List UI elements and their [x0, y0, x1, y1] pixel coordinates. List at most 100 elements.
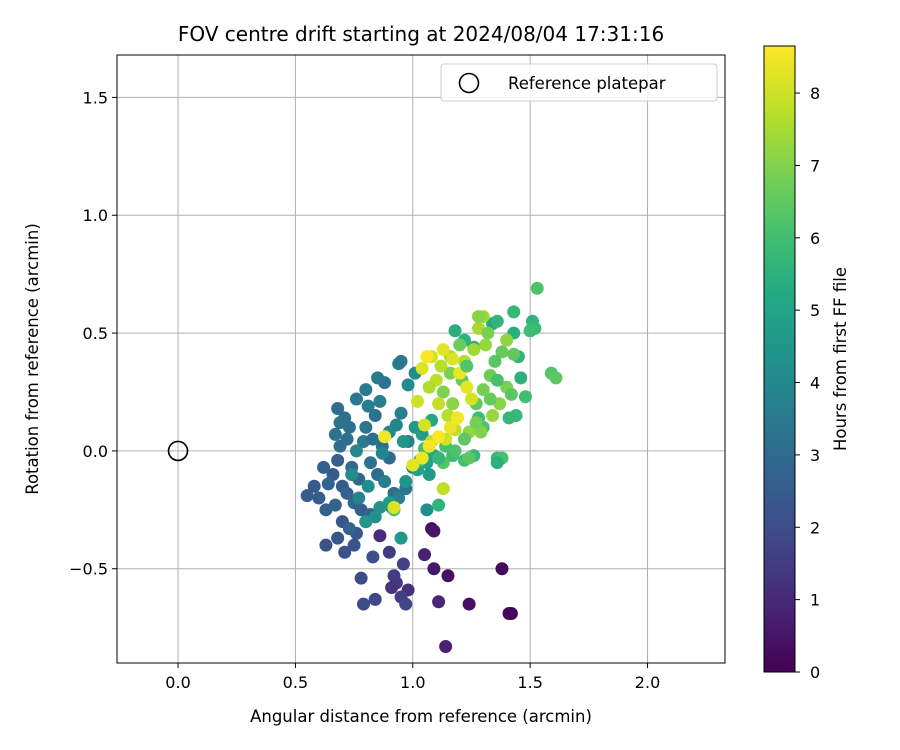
scatter-point: [401, 378, 415, 392]
scatter-point: [387, 569, 401, 583]
colorbar-tick-label: 4: [810, 374, 820, 393]
colorbar-tick-label: 1: [810, 591, 820, 610]
scatter-point: [500, 333, 514, 347]
scatter-point: [345, 467, 359, 481]
scatter-point: [549, 371, 563, 385]
scatter-point: [387, 500, 401, 514]
scatter-point: [366, 432, 380, 446]
scatter-point: [446, 352, 460, 366]
colorbar-tick-label: 3: [810, 446, 820, 465]
scatter-point: [375, 446, 389, 460]
scatter-point: [410, 394, 424, 408]
scatter-point: [502, 607, 516, 621]
scatter-point: [467, 343, 481, 357]
scatter-point: [481, 326, 495, 340]
scatter-point: [328, 427, 342, 441]
colorbar-ticks: 0 1 2 3 4 5 6 7 8: [795, 84, 820, 682]
scatter-point: [483, 392, 497, 406]
scatter-point: [342, 420, 356, 434]
scatter-point: [432, 595, 446, 609]
scatter-point: [462, 597, 476, 611]
scatter-point: [399, 597, 413, 611]
scatter-point: [396, 557, 410, 571]
scatter-point: [443, 420, 457, 434]
scatter-point: [530, 281, 544, 295]
scatter-point: [420, 503, 434, 517]
scatter-point: [436, 482, 450, 496]
scatter-point: [394, 531, 408, 545]
scatter-point: [486, 409, 500, 423]
scatter-point: [427, 562, 441, 576]
scatter-point: [495, 562, 509, 576]
scatter-point: [399, 475, 413, 489]
scatter-point: [427, 524, 441, 538]
scatter-point: [448, 324, 462, 338]
colorbar-tick-label: 2: [810, 518, 820, 537]
scatter-point: [490, 456, 504, 470]
scatter-point: [436, 343, 450, 357]
scatter-point: [317, 460, 331, 474]
scatter-point: [396, 434, 410, 448]
scatter-point: [462, 451, 476, 465]
scatter-point: [331, 401, 345, 415]
scatter-point: [432, 397, 446, 411]
scatter-point: [418, 548, 432, 562]
scatter-point: [385, 581, 399, 595]
scatter-point: [368, 409, 382, 423]
scatter-point: [331, 531, 345, 545]
scatter-point: [382, 545, 396, 559]
legend-marker-icon: [458, 72, 480, 94]
legend-entry-reference-platepar: Reference platepar: [508, 74, 666, 93]
scatter-point: [378, 475, 392, 489]
scatter-point: [340, 486, 354, 500]
y-tick-label: 1.0: [83, 206, 108, 225]
colorbar-label: Hours from first FF file: [831, 267, 850, 451]
scatter-point: [502, 411, 516, 425]
colorbar-tick-label: 8: [810, 84, 820, 103]
x-axis-ticks: 0.0 0.5 1.0 1.5 2.0: [165, 663, 660, 692]
scatter-point: [319, 538, 333, 552]
x-tick-label: 1.5: [517, 673, 542, 692]
scatter-point: [321, 477, 335, 491]
colorbar: 0 1 2 3 4 5 6 7 8 Hours from first FF file: [763, 45, 850, 682]
scatter-points: [300, 281, 563, 654]
scatter-point: [364, 456, 378, 470]
scatter-point: [432, 430, 446, 444]
y-axis-label: Rotation from reference (arcmin): [23, 223, 42, 495]
scatter-point: [418, 418, 432, 432]
colorbar-tick-label: 5: [810, 301, 820, 320]
scatter-point: [338, 545, 352, 559]
scatter-point: [312, 491, 326, 505]
scatter-point: [469, 416, 483, 430]
chart-title: FOV centre drift starting at 2024/08/04 …: [178, 22, 664, 46]
scatter-point: [373, 529, 387, 543]
scatter-point: [453, 338, 467, 352]
scatter-point: [504, 387, 518, 401]
scatter-point: [300, 489, 314, 503]
scatter-point: [378, 376, 392, 390]
colorbar-gradient: [763, 45, 796, 673]
scatter-point: [450, 411, 464, 425]
scatter-point: [476, 383, 490, 397]
scatter-point: [361, 479, 375, 493]
scatter-point: [394, 406, 408, 420]
scatter-point: [378, 430, 392, 444]
legend-box: [440, 63, 718, 102]
scatter-point: [373, 394, 387, 408]
scatter-point: [432, 451, 446, 465]
scatter-point: [523, 324, 537, 338]
scatter-point: [359, 383, 373, 397]
scatter-point: [340, 432, 354, 446]
scatter-point: [439, 640, 453, 654]
y-tick-label: −0.5: [69, 560, 108, 579]
scatter-point: [307, 479, 321, 493]
scatter-point: [443, 366, 457, 380]
scatter-point: [460, 359, 474, 373]
plot-frame: [116, 54, 726, 664]
reference-marker-icon: [167, 440, 189, 462]
y-tick-label: 1.5: [83, 88, 108, 107]
scatter-point: [406, 458, 420, 472]
scatter-point: [472, 310, 486, 324]
scatter-point: [354, 571, 368, 585]
